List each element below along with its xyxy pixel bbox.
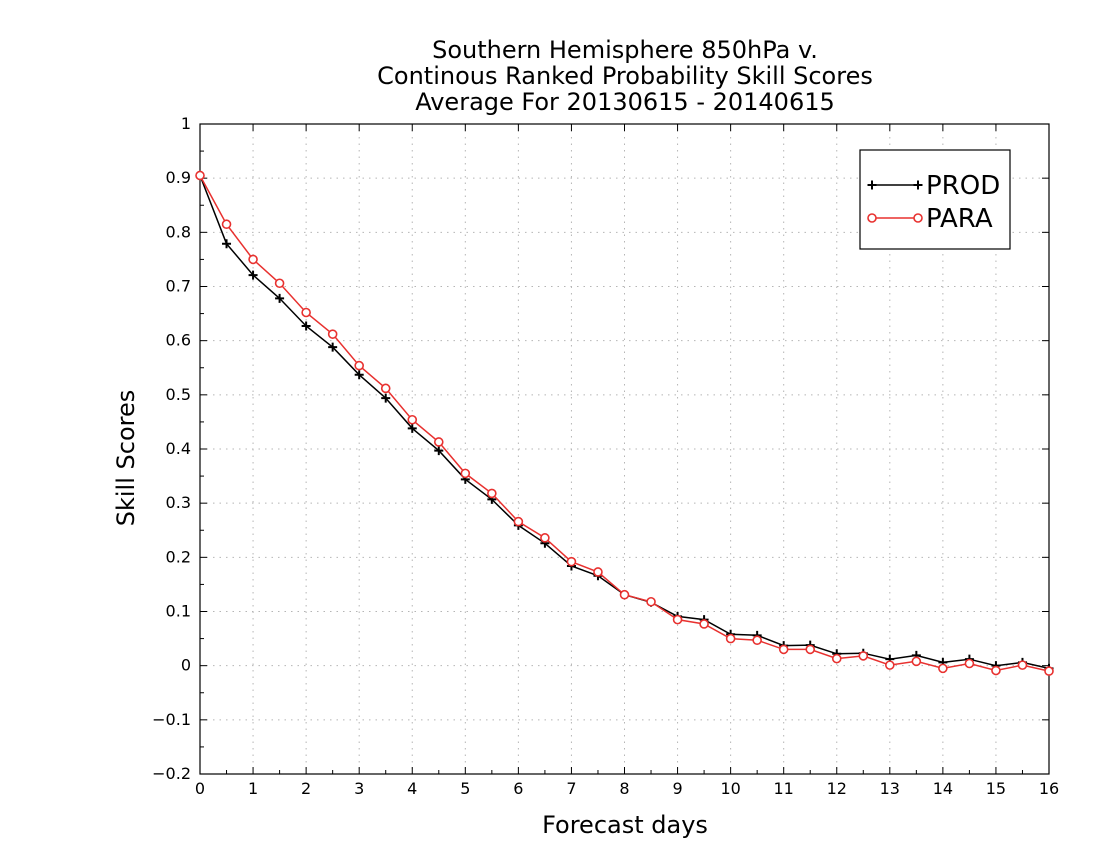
y-tick-label: 0 bbox=[181, 656, 191, 675]
para-point bbox=[805, 644, 816, 655]
prod-point bbox=[248, 270, 258, 280]
para-point bbox=[301, 307, 311, 318]
para-point bbox=[221, 219, 232, 230]
para-point bbox=[248, 254, 258, 265]
y-axis-title: Skill Scores bbox=[112, 390, 140, 527]
y-tick-label: 0.5 bbox=[166, 385, 191, 404]
legend-marker-para bbox=[913, 213, 923, 223]
para-point bbox=[540, 533, 550, 543]
y-tick-label: 0.1 bbox=[166, 602, 191, 621]
y-tick-label: 0.7 bbox=[166, 277, 191, 296]
para-point bbox=[513, 516, 524, 527]
y-tick-label: 0.9 bbox=[166, 168, 191, 187]
para-point bbox=[593, 567, 603, 577]
y-tick-label: 0.2 bbox=[166, 547, 191, 566]
y-tick-label: −0.1 bbox=[152, 710, 191, 729]
x-tick-label: 5 bbox=[460, 779, 470, 798]
x-tick-label: 3 bbox=[354, 779, 364, 798]
para-point bbox=[911, 656, 922, 667]
y-tick-label: 0.8 bbox=[166, 222, 191, 241]
x-tick-label: 12 bbox=[827, 779, 847, 798]
para-point bbox=[991, 665, 1001, 676]
legend-label-prod: PROD bbox=[926, 171, 1000, 201]
x-tick-label: 11 bbox=[774, 779, 794, 798]
y-tick-label: −0.2 bbox=[152, 764, 191, 783]
y-tick-label: 0.3 bbox=[166, 493, 191, 512]
para-point bbox=[619, 589, 630, 600]
x-tick-label: 1 bbox=[248, 779, 258, 798]
para-point bbox=[699, 619, 709, 629]
legend-marker-para bbox=[867, 213, 877, 223]
prod-point bbox=[434, 446, 444, 456]
para-point bbox=[380, 383, 391, 394]
y-axis-tick-labels: −0.2 −0.1 0 0.1 0.2 0.3 0.4 0.5 0.6 0.7 0.8 0.9 1 bbox=[152, 114, 191, 783]
x-tick-label: 2 bbox=[301, 779, 311, 798]
x-tick-label: 9 bbox=[672, 779, 682, 798]
para-point bbox=[1044, 666, 1054, 676]
prod-point bbox=[354, 370, 364, 380]
x-tick-label: 6 bbox=[513, 779, 523, 798]
para-point bbox=[195, 170, 205, 181]
prod-point bbox=[222, 239, 232, 249]
para-point bbox=[433, 437, 444, 447]
prod-point bbox=[328, 342, 338, 352]
para-point bbox=[752, 635, 762, 646]
legend-entry-prod: PROD bbox=[867, 171, 1000, 201]
para-point bbox=[858, 651, 869, 661]
x-tick-label: 16 bbox=[1039, 779, 1059, 798]
para-point bbox=[1017, 660, 1028, 670]
legend-marker-prod bbox=[913, 180, 923, 190]
legend-marker-prod bbox=[867, 180, 877, 190]
x-tick-label: 10 bbox=[720, 779, 740, 798]
chart-title-line-2: Continous Ranked Probability Skill Score… bbox=[377, 62, 873, 90]
y-tick-label: 1 bbox=[181, 114, 191, 133]
x-tick-label: 7 bbox=[566, 779, 576, 798]
prod-point bbox=[407, 423, 417, 433]
para-point bbox=[460, 468, 471, 479]
legend-entry-para: PARA bbox=[867, 204, 993, 234]
legend-box bbox=[859, 149, 1011, 250]
x-tick-label: 14 bbox=[933, 779, 953, 798]
grid-lines bbox=[200, 124, 1049, 774]
para-point bbox=[964, 658, 975, 669]
para-point bbox=[938, 663, 948, 674]
para-point bbox=[778, 644, 789, 655]
para-point bbox=[672, 614, 683, 625]
para-point bbox=[407, 414, 418, 425]
para-point bbox=[566, 556, 577, 567]
para-point bbox=[274, 278, 285, 289]
legend-label-para: PARA bbox=[926, 204, 993, 234]
x-tick-label: 15 bbox=[986, 779, 1006, 798]
para-point bbox=[354, 360, 364, 371]
chart-title: Southern Hemisphere 850hPa v. Continous … bbox=[377, 36, 873, 116]
x-tick-label: 8 bbox=[619, 779, 629, 798]
x-tick-label: 0 bbox=[195, 779, 205, 798]
para-point bbox=[646, 596, 656, 607]
chart-title-line-1: Southern Hemisphere 850hPa v. bbox=[432, 36, 818, 64]
y-tick-label: 0.6 bbox=[166, 331, 191, 350]
para-point bbox=[327, 329, 338, 339]
plot-area-frame bbox=[199, 123, 1050, 775]
para-point bbox=[725, 633, 736, 644]
data-series bbox=[195, 170, 1054, 676]
x-tick-label: 13 bbox=[880, 779, 900, 798]
prod-point bbox=[301, 321, 311, 331]
x-axis-title: Forecast days bbox=[542, 811, 708, 839]
para-point bbox=[487, 488, 497, 499]
para-point bbox=[831, 653, 842, 664]
x-axis-tick-labels: 0 1 2 3 4 5 6 7 8 9 10 11 12 13 14 15 16 bbox=[195, 779, 1059, 798]
para-point bbox=[885, 660, 895, 670]
para-series bbox=[195, 170, 1054, 676]
x-tick-label: 4 bbox=[407, 779, 417, 798]
prod-point bbox=[275, 293, 285, 303]
chart-title-line-3: Average For 20130615 - 20140615 bbox=[415, 88, 835, 116]
y-tick-label: 0.4 bbox=[166, 439, 191, 458]
prod-point bbox=[381, 393, 391, 403]
